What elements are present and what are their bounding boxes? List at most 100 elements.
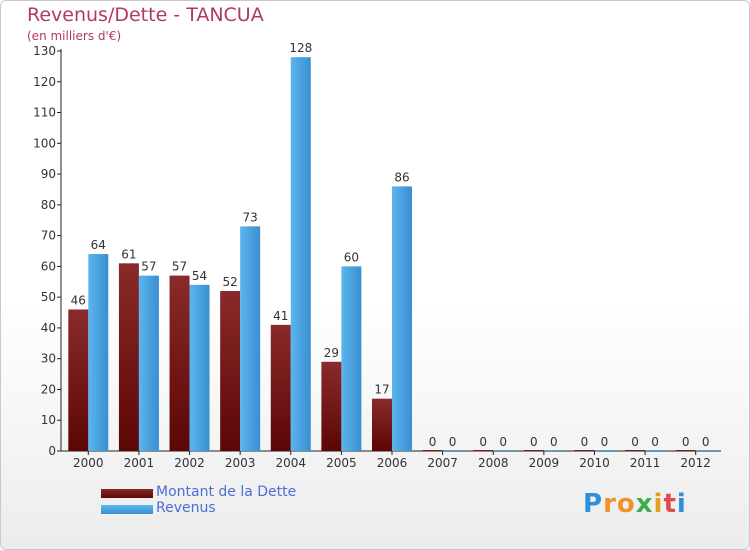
- y-tick-label: 60: [41, 259, 56, 273]
- bar-revenue-2003: [240, 226, 261, 451]
- x-tick-label: 2010: [579, 456, 610, 470]
- bar-debt-2000: [68, 309, 89, 451]
- logo-letter: t: [663, 489, 677, 519]
- logo-letter: P: [583, 489, 604, 519]
- legend: Montant de la Dette Revenus: [101, 484, 361, 518]
- x-tick-label: 2002: [174, 456, 205, 470]
- bar-debt-zero-2011: [625, 450, 646, 451]
- x-tick-label: 2011: [630, 456, 661, 470]
- bar-revenue-2004: [290, 57, 311, 452]
- bar-revenue-zero-2007: [442, 450, 463, 451]
- bar-debt-2001: [118, 263, 139, 451]
- data-label-debt-2003: 52: [223, 275, 238, 289]
- data-label-revenue-2001: 57: [141, 260, 156, 274]
- y-tick-label: 100: [33, 136, 56, 150]
- bar-revenue-2002: [189, 284, 210, 451]
- data-label-revenue-2006: 86: [394, 170, 409, 184]
- data-label-revenue-2011: 0: [651, 435, 659, 449]
- x-tick-label: 2003: [225, 456, 256, 470]
- data-label-debt-2000: 46: [71, 293, 86, 307]
- data-label-debt-2001: 61: [121, 247, 136, 261]
- y-tick-label: 120: [33, 75, 56, 89]
- data-label-revenue-2010: 0: [601, 435, 609, 449]
- bar-debt-zero-2010: [574, 450, 595, 451]
- data-label-debt-2002: 57: [172, 260, 187, 274]
- legend-label-revenue: Revenus: [156, 500, 216, 516]
- legend-label-debt: Montant de la Dette: [156, 484, 297, 500]
- bar-debt-zero-2008: [473, 450, 494, 451]
- y-tick-label: 80: [41, 198, 56, 212]
- x-tick-label: 2000: [73, 456, 104, 470]
- bar-debt-zero-2009: [523, 450, 544, 451]
- x-tick-label: 2007: [427, 456, 458, 470]
- chart-title: Revenus/Dette - TANCUA: [27, 4, 264, 26]
- legend-item-debt: Montant de la Dette: [101, 484, 361, 502]
- data-label-debt-2009: 0: [530, 435, 538, 449]
- proxiti-logo: Proxiti: [583, 489, 687, 519]
- y-tick-label: 40: [41, 321, 56, 335]
- x-tick-label: 2004: [275, 456, 306, 470]
- data-label-debt-2004: 41: [273, 309, 288, 323]
- logo-letter: o: [616, 489, 636, 519]
- data-label-debt-2012: 0: [682, 435, 690, 449]
- x-tick-label: 2008: [478, 456, 509, 470]
- x-tick-label: 2005: [326, 456, 357, 470]
- bar-revenue-2001: [138, 275, 159, 451]
- y-tick-label: 50: [41, 290, 56, 304]
- y-tick-label: 20: [41, 382, 56, 396]
- bar-revenue-2000: [88, 254, 109, 451]
- logo-letter: i: [676, 489, 687, 519]
- bar-debt-zero-2007: [422, 450, 443, 451]
- data-label-debt-2006: 17: [374, 383, 389, 397]
- x-tick-label: 2012: [680, 456, 711, 470]
- bar-revenue-2005: [341, 266, 362, 451]
- bar-revenue-2006: [392, 186, 412, 451]
- bar-debt-2003: [220, 291, 241, 451]
- data-label-revenue-2009: 0: [550, 435, 558, 449]
- logo-letter: r: [603, 489, 617, 519]
- bar-debt-2002: [169, 275, 190, 451]
- bar-revenue-zero-2011: [645, 450, 666, 451]
- bar-revenue-zero-2012: [695, 450, 716, 451]
- data-label-revenue-2008: 0: [499, 435, 507, 449]
- bar-debt-2006: [372, 398, 392, 451]
- bar-revenue-zero-2010: [594, 450, 615, 451]
- data-label-debt-2011: 0: [631, 435, 639, 449]
- y-tick-label: 130: [33, 44, 56, 58]
- data-label-revenue-2007: 0: [449, 435, 457, 449]
- data-label-revenue-2002: 54: [192, 269, 207, 283]
- data-label-debt-2008: 0: [479, 435, 487, 449]
- y-tick-label: 0: [48, 444, 56, 458]
- x-tick-label: 2009: [529, 456, 560, 470]
- bar-debt-zero-2012: [675, 450, 696, 451]
- bar-debt-2005: [321, 361, 342, 451]
- logo-letter: x: [635, 489, 654, 519]
- chart-subtitle: (en milliers d'€): [27, 29, 122, 43]
- y-tick-label: 10: [41, 413, 56, 427]
- data-label-debt-2010: 0: [581, 435, 589, 449]
- data-label-debt-2005: 29: [324, 346, 339, 360]
- data-label-revenue-2000: 64: [91, 238, 106, 252]
- bars: [68, 57, 716, 452]
- data-label-revenue-2004: 128: [289, 41, 312, 55]
- y-tick-label: 30: [41, 352, 56, 366]
- bar-debt-2004: [270, 324, 291, 451]
- bar-revenue-zero-2008: [493, 450, 514, 451]
- data-label-revenue-2003: 73: [243, 210, 258, 224]
- x-tick-label: 2006: [377, 456, 408, 470]
- legend-swatch-revenue: [101, 505, 153, 514]
- data-label-revenue-2005: 60: [344, 250, 359, 264]
- y-tick-label: 110: [33, 106, 56, 120]
- legend-item-revenue: Revenus: [101, 500, 361, 518]
- y-tick-label: 90: [41, 167, 56, 181]
- bar-revenue-zero-2009: [543, 450, 564, 451]
- logo-letter: i: [653, 489, 664, 519]
- data-label-revenue-2012: 0: [702, 435, 710, 449]
- data-label-debt-2007: 0: [429, 435, 437, 449]
- y-tick-label: 70: [41, 229, 56, 243]
- legend-swatch-debt: [101, 489, 153, 498]
- x-tick-label: 2001: [124, 456, 155, 470]
